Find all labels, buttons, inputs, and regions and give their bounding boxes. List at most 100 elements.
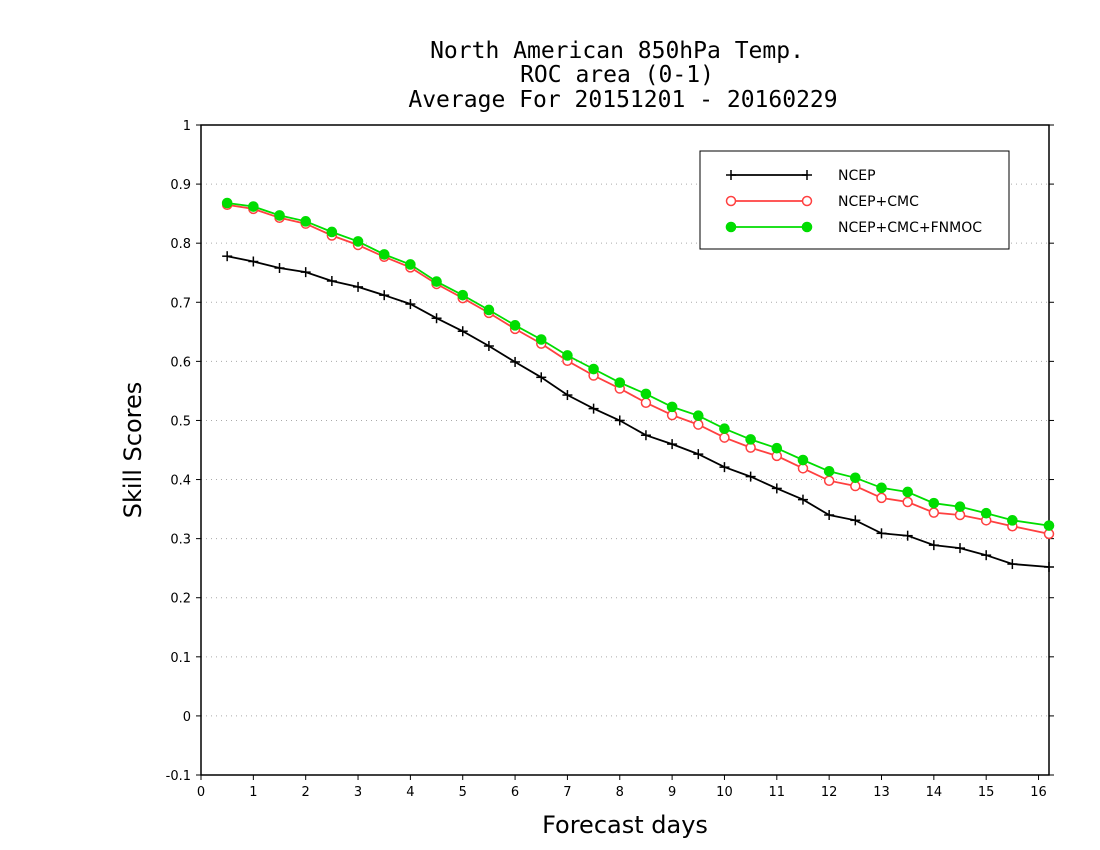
x-tick-label: 4 xyxy=(406,785,414,800)
ncep-cmc-fnmoc-point xyxy=(457,289,469,301)
ncep-point xyxy=(902,530,913,541)
x-axis-label: Forecast days xyxy=(542,811,708,839)
ncep-point xyxy=(981,550,992,561)
ncep-cmc-fnmoc-point xyxy=(980,507,992,519)
y-tick-label: 0.1 xyxy=(170,651,191,666)
ncep-point xyxy=(431,313,442,324)
y-tick-label: 0.4 xyxy=(170,474,191,489)
ncep-point xyxy=(614,415,625,426)
x-tick-label: 2 xyxy=(302,785,310,800)
legend-ncep-cmc-fnmoc-point xyxy=(801,221,813,233)
x-tick-label: 12 xyxy=(821,785,838,800)
ncep-point xyxy=(248,256,259,267)
ncep-cmc-fnmoc-point xyxy=(850,472,861,484)
y-tick-label: 0.5 xyxy=(170,414,191,429)
y-tick-label: -0.1 xyxy=(166,769,191,784)
ncep-cmc-point xyxy=(640,397,652,408)
title-line-1: North American 850hPa Temp. xyxy=(430,38,804,64)
ncep-point xyxy=(379,290,390,301)
y-tick-label: 0.8 xyxy=(170,237,191,252)
ncep-cmc-fnmoc-point xyxy=(431,276,442,287)
ncep-cmc-fnmoc-point xyxy=(614,377,626,388)
series-ncep-cmc-fnmoc xyxy=(221,197,1055,531)
ncep-point xyxy=(353,281,364,292)
ncep-cmc-fnmoc-point xyxy=(562,350,573,361)
ncep-point xyxy=(326,276,337,286)
ncep-cmc-fnmoc-point xyxy=(823,465,835,477)
ncep-point xyxy=(640,430,651,441)
ncep-point xyxy=(510,356,521,367)
y-tick-label: 0 xyxy=(183,710,191,725)
y-tick-label: 0.3 xyxy=(170,533,191,548)
ncep-point xyxy=(536,372,547,383)
y-tick-label: 1 xyxy=(183,119,191,134)
ncep-point xyxy=(719,462,730,473)
series-ncep xyxy=(222,251,1054,572)
ncep-point xyxy=(693,449,704,460)
ncep-cmc-fnmoc-point xyxy=(640,388,652,400)
ncep-point xyxy=(1007,559,1018,570)
ncep-point xyxy=(771,483,782,494)
ncep-cmc-fnmoc-point xyxy=(326,226,338,238)
legend-box xyxy=(699,150,1010,250)
x-tick-label: 1 xyxy=(249,785,257,800)
legend-ncep-cmc-point xyxy=(801,195,813,207)
ncep-cmc-fnmoc-point xyxy=(483,304,495,316)
legend-label: NCEP+CMC+FNMOC xyxy=(838,220,982,236)
legend-item-ncep-cmc: NCEP+CMC xyxy=(725,194,919,210)
series-line-ncep-cmc xyxy=(227,203,1050,535)
x-tick-label: 15 xyxy=(978,785,995,800)
x-tick-label: 0 xyxy=(197,785,205,800)
ncep-point xyxy=(745,471,756,482)
ncep-cmc-fnmoc-point xyxy=(876,482,887,494)
ncep-point xyxy=(222,251,233,262)
axis-ticks: -0.100.10.20.30.40.50.60.70.80.910 1 2 3 4 5 6… xyxy=(166,119,1054,800)
ncep-cmc-fnmoc-point xyxy=(1043,520,1055,531)
x-tick-label: 7 xyxy=(563,785,571,800)
legend-label: NCEP+CMC xyxy=(838,194,919,210)
ncep-point xyxy=(928,540,939,551)
ncep-point xyxy=(1044,562,1054,572)
ncep-point xyxy=(876,528,887,539)
series-line-ncep-cmc-fnmoc xyxy=(227,202,1050,527)
ncep-cmc-point xyxy=(876,492,887,504)
ncep-point xyxy=(405,299,416,310)
series-line-ncep xyxy=(227,255,1050,568)
legend: NCEP NCEP+CMC NCEP+CMC+FNMOC xyxy=(699,150,1010,250)
x-tick-label: 9 xyxy=(668,785,676,800)
legend-item-ncep: NCEP xyxy=(726,168,876,184)
y-tick-label: 0.9 xyxy=(170,178,191,193)
ncep-cmc-fnmoc-point xyxy=(300,216,311,227)
ncep-cmc-fnmoc-point xyxy=(692,410,704,422)
series-ncep-cmc xyxy=(221,199,1055,540)
legend-ncep-cmc-fnmoc-point xyxy=(725,221,737,233)
ncep-cmc-fnmoc-point xyxy=(928,497,940,509)
ncep-point xyxy=(300,267,311,278)
x-tick-label: 11 xyxy=(769,785,786,800)
ncep-cmc-fnmoc-point xyxy=(352,236,364,247)
ncep-point xyxy=(955,543,966,554)
ncep-cmc-fnmoc-point xyxy=(248,201,259,212)
ncep-point xyxy=(667,439,678,450)
ncep-cmc-fnmoc-point xyxy=(535,334,547,345)
legend-label: NCEP xyxy=(838,168,876,184)
ncep-cmc-fnmoc-point xyxy=(771,442,783,454)
legend-ncep-point xyxy=(802,170,812,180)
ncep-cmc-fnmoc-point xyxy=(797,454,809,466)
legend-item-ncep-cmc-fnmoc: NCEP+CMC+FNMOC xyxy=(725,220,982,236)
ncep-cmc-point xyxy=(902,496,913,508)
x-tick-label: 14 xyxy=(926,785,943,800)
data-series xyxy=(221,197,1055,572)
ncep-cmc-fnmoc-point xyxy=(954,501,966,513)
ncep-cmc-fnmoc-point xyxy=(221,197,233,209)
x-tick-label: 16 xyxy=(1030,785,1047,800)
grid-lines xyxy=(201,183,1049,717)
ncep-cmc-point xyxy=(693,419,704,430)
ncep-point xyxy=(274,263,285,273)
x-tick-label: 8 xyxy=(616,785,624,800)
legend-ncep-cmc-point xyxy=(725,195,737,207)
ncep-point xyxy=(588,403,599,414)
ncep-cmc-fnmoc-point xyxy=(745,434,756,445)
x-tick-label: 6 xyxy=(511,785,519,800)
